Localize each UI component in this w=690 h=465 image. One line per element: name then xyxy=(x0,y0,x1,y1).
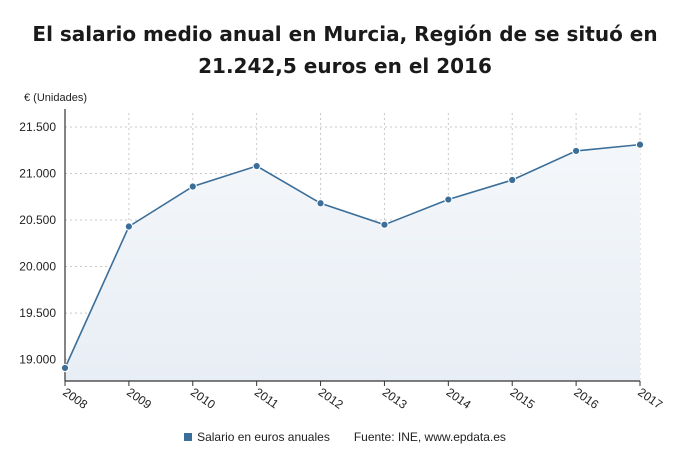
source-note: Fuente: INE, www.epdata.es xyxy=(353,430,506,444)
chart-title-line-1: El salario medio anual en Murcia, Región… xyxy=(32,22,658,46)
chart-title-line-2: 21.242,5 euros en el 2016 xyxy=(198,54,492,78)
data-point-2014 xyxy=(444,195,453,204)
y-tick-label: 19.000 xyxy=(19,353,56,367)
series-line xyxy=(64,143,641,369)
y-tick-label: 20.500 xyxy=(19,213,56,227)
x-tick-label: 2017 xyxy=(635,385,665,412)
chart-title: El salario medio anual en Murcia, Región… xyxy=(0,18,690,82)
x-tick-label: 2014 xyxy=(444,385,474,412)
data-point-2008 xyxy=(60,363,70,373)
y-tick-label: 21.000 xyxy=(19,166,56,180)
x-tick-label: 2012 xyxy=(316,385,346,412)
legend: Salario en euros anuales Fuente: INE, www… xyxy=(0,430,690,444)
legend-series-label: Salario en euros anuales xyxy=(197,430,330,444)
legend-swatch xyxy=(184,432,193,441)
x-tick-label: 2015 xyxy=(508,385,538,412)
data-point-2015 xyxy=(508,175,517,185)
x-tick-label: 2009 xyxy=(124,385,154,412)
data-point-2010 xyxy=(188,182,197,191)
x-tick-labels: 2008 2009 2010 2011 2012 2013 2014 2015 2016 2017 xyxy=(60,385,665,412)
x-tick-label: 2016 xyxy=(571,385,601,412)
x-tick-label: 2008 xyxy=(60,385,90,412)
data-point-2016 xyxy=(572,146,581,156)
series-area xyxy=(65,144,640,381)
chart-canvas: € (Unidades) 19.000 19.500 20.000 20.500 21.… xyxy=(19,92,665,412)
x-tick-label: 2010 xyxy=(188,385,218,412)
y-tick-labels: 19.000 19.500 20.000 20.500 21.000 21.500 xyxy=(19,120,56,367)
y-axis-label: € (Unidades) xyxy=(24,92,87,104)
data-point-2009 xyxy=(124,222,133,231)
y-tick-label: 19.500 xyxy=(19,306,56,320)
data-point-2011 xyxy=(252,161,261,171)
x-tick-label: 2013 xyxy=(380,385,410,412)
axes xyxy=(64,109,641,386)
y-tick-label: 20.000 xyxy=(19,260,56,274)
data-point-2012 xyxy=(316,199,325,208)
y-tick-label: 21.500 xyxy=(19,120,56,134)
data-point-2017 xyxy=(635,140,645,149)
data-point-2013 xyxy=(380,220,389,229)
series-points xyxy=(60,140,645,373)
x-tick-label: 2011 xyxy=(252,385,281,411)
